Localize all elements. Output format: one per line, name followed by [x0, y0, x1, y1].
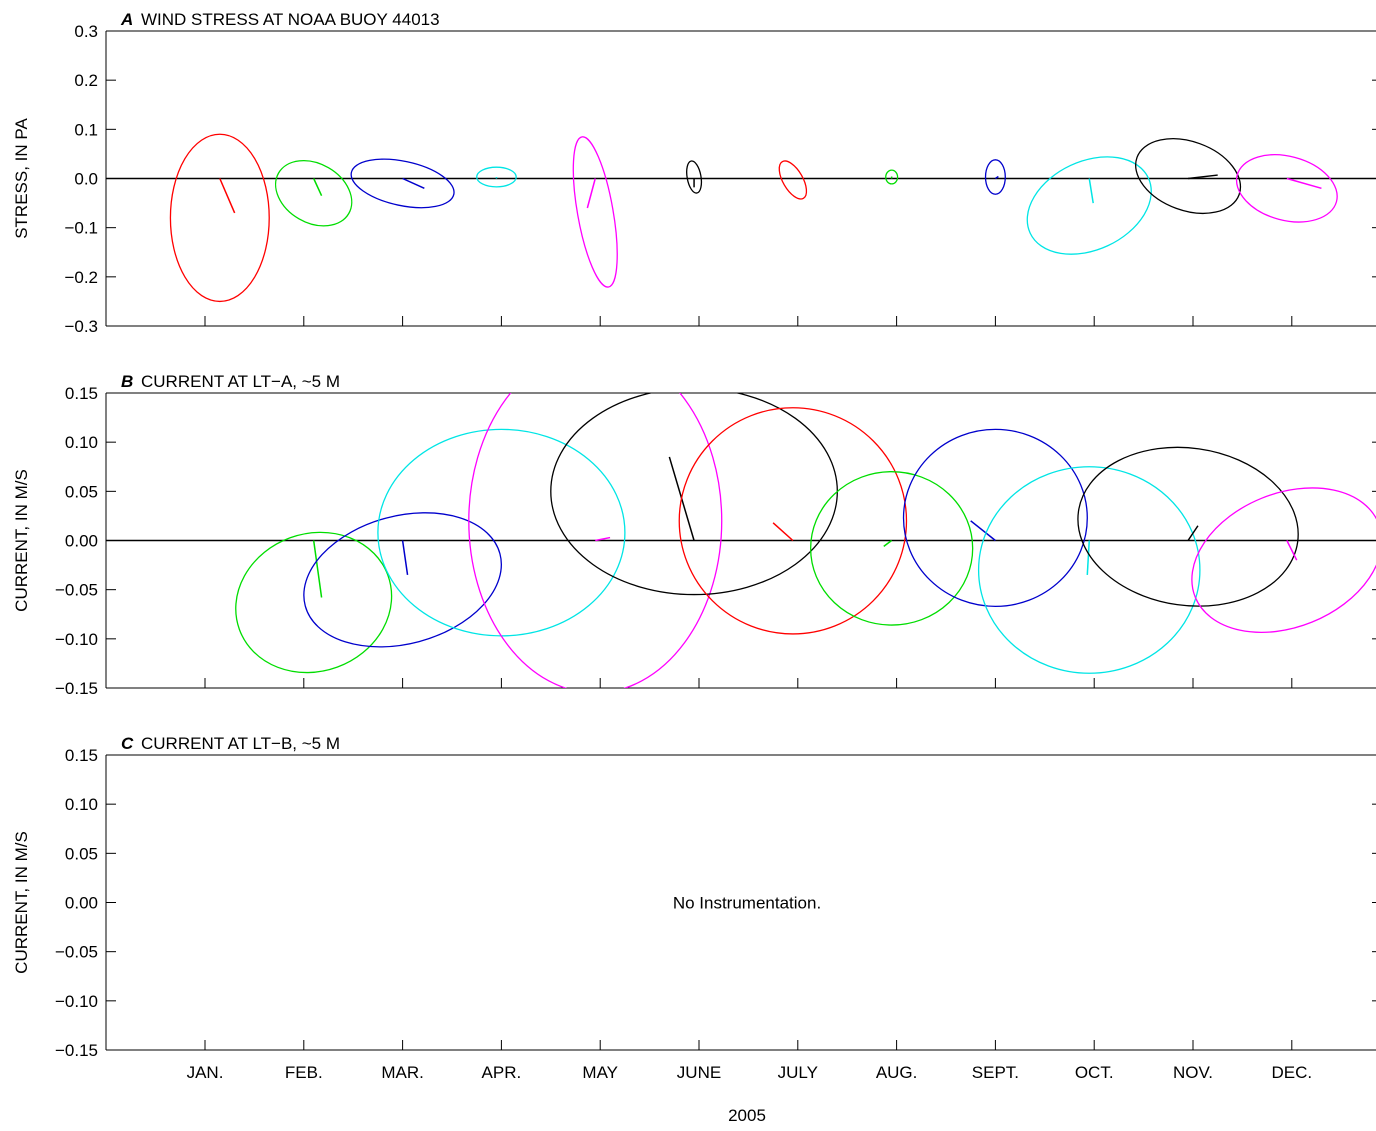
y-tick-label: 0.15 [65, 384, 98, 403]
variance-ellipse [235, 531, 393, 674]
mean-vector [772, 522, 794, 542]
y-tick-label: 0.3 [74, 22, 98, 41]
y-tick-label: −0.2 [64, 268, 98, 287]
y-tick-label: 0.00 [65, 894, 98, 913]
variance-ellipse [778, 160, 808, 200]
variance-ellipse [902, 428, 1088, 608]
mean-vector [883, 539, 893, 548]
y-tick-label: −0.10 [55, 630, 98, 649]
variance-ellipse [977, 466, 1201, 674]
mean-vector [1286, 540, 1298, 561]
y-tick-label: −0.15 [55, 679, 98, 698]
x-tick-label: JAN. [187, 1063, 224, 1082]
mean-vector [970, 520, 996, 542]
x-axis-label: 2005 [728, 1106, 766, 1125]
y-tick-label: −0.05 [55, 943, 98, 962]
x-tick-label: JULY [778, 1063, 818, 1082]
variance-ellipse [1235, 154, 1338, 223]
x-tick-label: MAY [582, 1063, 618, 1082]
y-axis-label: CURRENT, IN M/S [12, 469, 31, 612]
variance-ellipse [885, 169, 899, 185]
variance-ellipse [572, 136, 618, 288]
x-tick-label: MAR. [381, 1063, 424, 1082]
x-tick-label: OCT. [1075, 1063, 1114, 1082]
mean-vector [312, 178, 323, 197]
variance-ellipse [169, 133, 270, 303]
plot-area [169, 133, 1338, 303]
x-tick-label: JUNE [677, 1063, 721, 1082]
variance-ellipse [468, 393, 723, 688]
y-tick-label: 0.15 [65, 746, 98, 765]
mean-vector [1088, 178, 1094, 204]
variance-ellipse [1191, 487, 1376, 634]
mean-vector [219, 178, 236, 214]
no-instrumentation-note: No Instrumentation. [673, 894, 821, 913]
panel-letter: C [121, 734, 134, 753]
mean-vector [1286, 177, 1322, 190]
variance-ellipse [303, 512, 502, 648]
mean-vector [312, 540, 323, 598]
mean-vector [586, 178, 596, 209]
plot-area [235, 393, 1376, 688]
x-tick-label: FEB. [285, 1063, 323, 1082]
variance-ellipse [984, 159, 1006, 195]
y-tick-label: 0.2 [74, 71, 98, 90]
y-tick-label: −0.05 [55, 581, 98, 600]
variance-ellipse [1077, 446, 1299, 607]
panel-title: CURRENT AT LT−A, ~5 M [141, 372, 340, 391]
mean-vector [1187, 525, 1199, 541]
variance-ellipse [678, 407, 908, 635]
x-tick-label: AUG. [876, 1063, 918, 1082]
panel-title: CURRENT AT LT−B, ~5 M [141, 734, 340, 753]
mean-vector [994, 175, 999, 180]
variance-ellipse [550, 393, 838, 596]
variance-ellipse [274, 159, 353, 227]
x-tick-label: DEC. [1271, 1063, 1312, 1082]
y-tick-label: −0.3 [64, 317, 98, 336]
variance-ellipse [350, 158, 455, 209]
y-tick-label: 0.10 [65, 795, 98, 814]
y-axis-label: CURRENT, IN M/S [12, 831, 31, 974]
variance-ellipse [686, 160, 703, 194]
y-tick-label: 0.10 [65, 433, 98, 452]
y-tick-label: 0.05 [65, 482, 98, 501]
panel-letter: A [120, 10, 133, 29]
x-tick-label: APR. [482, 1063, 522, 1082]
variance-ellipse [809, 471, 974, 626]
variance-ellipse [377, 428, 626, 637]
mean-vector [595, 536, 611, 542]
y-tick-label: 0.1 [74, 120, 98, 139]
variance-ellipse [1026, 156, 1152, 255]
panel-letter: B [121, 372, 133, 391]
y-axis-label: STRESS, IN PA [12, 118, 31, 239]
mean-vector [402, 177, 425, 190]
mean-vector [1086, 540, 1091, 575]
y-tick-label: −0.10 [55, 992, 98, 1011]
x-tick-label: NOV. [1173, 1063, 1213, 1082]
variance-ellipse [1135, 138, 1242, 214]
variance-ellipse [476, 166, 517, 188]
y-tick-label: 0.00 [65, 532, 98, 551]
y-tick-label: −0.15 [55, 1041, 98, 1060]
y-tick-label: −0.1 [64, 219, 98, 238]
panel-title: WIND STRESS AT NOAA BUOY 44013 [141, 10, 440, 29]
mean-vector [401, 540, 409, 576]
y-tick-label: 0.0 [74, 170, 98, 189]
y-tick-label: 0.05 [65, 844, 98, 863]
x-tick-label: SEPT. [972, 1063, 1019, 1082]
mean-vector [1187, 174, 1218, 180]
